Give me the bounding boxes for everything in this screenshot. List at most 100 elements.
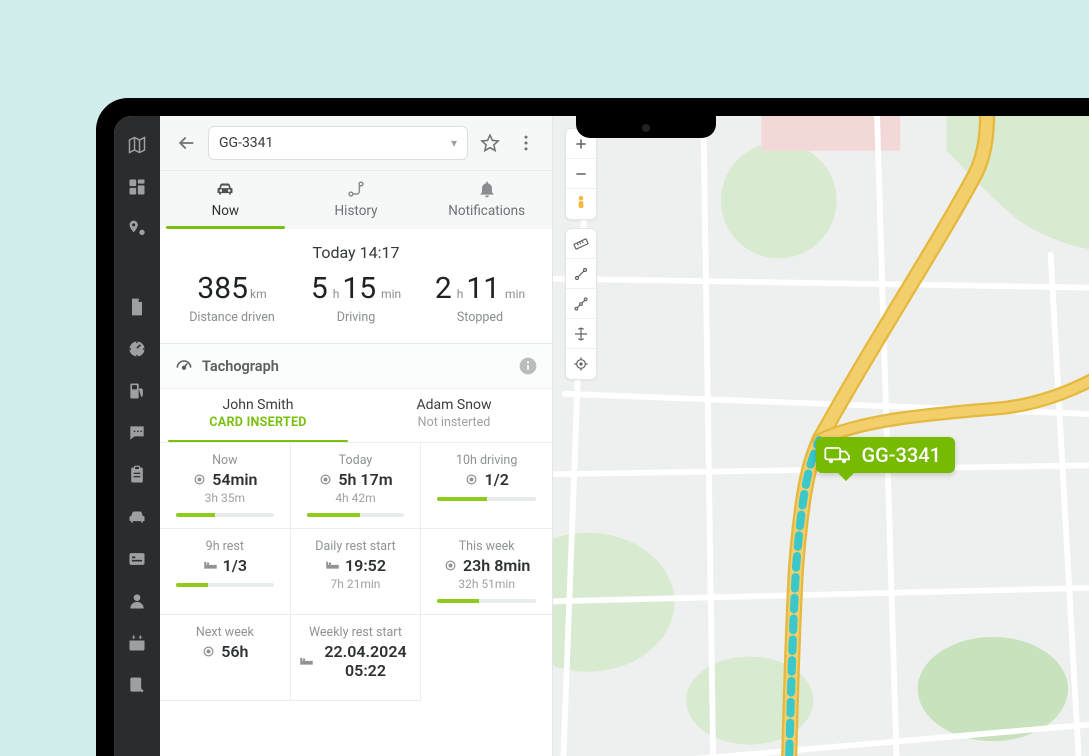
progress-bar xyxy=(307,513,405,517)
kebab-menu-button[interactable] xyxy=(512,129,540,157)
tacho-cell-value: 56h xyxy=(201,642,248,661)
tacho-cell-label: Daily rest start xyxy=(315,539,395,554)
tacho-cell-value: 22.04.2024 05:22 xyxy=(299,642,413,680)
tacho-cell: Now 54min 3h 35m xyxy=(160,443,291,529)
today-title: Today 14:17 xyxy=(170,243,542,262)
metric-stopped-h: 2 xyxy=(435,271,452,306)
metric-driving-m: 15 xyxy=(342,271,376,306)
screen: GG-3341 ▾ Now History xyxy=(114,116,1089,756)
link-route-icon[interactable] xyxy=(566,259,596,289)
tacho-cell-label: Weekly rest start xyxy=(309,625,402,640)
location-pins-icon[interactable] xyxy=(126,218,148,240)
tacho-cell-label: Next week xyxy=(196,625,254,640)
tacho-cell-tertiary: 7h 21min xyxy=(331,577,381,591)
info-icon[interactable] xyxy=(518,356,538,376)
target-icon xyxy=(192,472,207,487)
tacho-cell-label: 9h rest xyxy=(206,539,244,554)
tacho-cell-value: 19:52 xyxy=(325,556,386,575)
dashboard-icon[interactable] xyxy=(126,176,148,198)
waypoints-icon[interactable] xyxy=(566,289,596,319)
chat-icon[interactable] xyxy=(126,422,148,444)
tacho-cell-value: 5h 17m xyxy=(318,470,392,489)
map-icon[interactable] xyxy=(126,134,148,156)
map-zoom-toolbar xyxy=(565,128,597,220)
chevron-down-icon: ▾ xyxy=(451,136,457,150)
tab-notifications[interactable]: Notifications xyxy=(421,171,552,229)
driver-name: Adam Snow xyxy=(362,397,546,413)
vehicle-select[interactable]: GG-3341 ▾ xyxy=(208,126,468,160)
tacho-cell-tertiary: 4h 42m xyxy=(335,491,375,505)
tab-now-label: Now xyxy=(212,203,239,219)
detail-panel: GG-3341 ▾ Now History xyxy=(160,116,553,756)
edit-icon[interactable] xyxy=(126,674,148,696)
user-icon[interactable] xyxy=(126,590,148,612)
truck-icon xyxy=(824,444,852,466)
progress-bar xyxy=(176,513,274,517)
target-icon xyxy=(201,644,216,659)
form-icon[interactable] xyxy=(126,548,148,570)
metric-distance: 385km Distance driven xyxy=(177,274,287,325)
tachograph-grid: Now 54min 3h 35m Today 5h 17m 4h 42m 10h drivi… xyxy=(160,442,552,701)
tacho-cell: Next week 56h xyxy=(160,615,291,701)
favorite-button[interactable] xyxy=(476,129,504,157)
rest-icon xyxy=(299,654,314,669)
clipboard-icon[interactable] xyxy=(126,464,148,486)
pegman-icon[interactable] xyxy=(566,189,596,219)
today-summary: Today 14:17 385km Distance driven 5 h 15… xyxy=(160,229,552,344)
progress-bar xyxy=(437,599,536,603)
tacho-cell-label: 10h driving xyxy=(456,453,517,468)
tacho-cell-value: 1/3 xyxy=(203,556,247,575)
metric-stopped-label: Stopped xyxy=(425,310,535,325)
tacho-cell-label: Today xyxy=(339,453,373,468)
fit-bounds-icon[interactable] xyxy=(566,319,596,349)
driver-tab[interactable]: Adam Snow Not insterted xyxy=(356,389,552,442)
tacho-cell-tertiary: 32h 51min xyxy=(458,577,515,591)
tachograph-header: Tachograph xyxy=(160,344,552,389)
tacho-cell: This week23h 8min32h 51min xyxy=(421,529,552,615)
target-icon xyxy=(464,472,479,487)
tacho-cell: 9h rest 1/3 xyxy=(160,529,291,615)
metric-driving-label: Driving xyxy=(301,310,411,325)
tacho-cell-tertiary: 3h 35m xyxy=(205,491,245,505)
drivers-row: John Smith CARD INSERTED Adam Snow Not inst… xyxy=(160,389,552,442)
progress-bar xyxy=(176,583,274,587)
tacho-cell: Weekly rest start 22.04.2024 05:22 xyxy=(291,615,422,701)
map-area[interactable]: GG-3341 xyxy=(553,116,1089,756)
route-icon xyxy=(346,179,366,199)
left-nav xyxy=(114,116,160,756)
metric-distance-label: Distance driven xyxy=(177,310,287,325)
locate-icon[interactable] xyxy=(566,349,596,379)
fuel-icon[interactable] xyxy=(126,380,148,402)
tacho-cell-value: 23h 8min xyxy=(443,556,530,575)
driver-name: John Smith xyxy=(166,397,350,413)
driver-status: Not insterted xyxy=(362,415,546,430)
tacho-cell-value: 54min xyxy=(192,470,257,489)
target-icon xyxy=(318,472,333,487)
tacho-cell: 10h driving1/2 xyxy=(421,443,552,529)
back-button[interactable] xyxy=(172,129,200,157)
panel-header: GG-3341 ▾ xyxy=(160,116,552,171)
tachograph-title: Tachograph xyxy=(202,358,279,375)
metric-distance-value: 385 xyxy=(197,271,248,306)
vehicle-select-label: GG-3341 xyxy=(219,135,273,151)
driver-tab[interactable]: John Smith CARD INSERTED xyxy=(160,389,356,442)
metric-stopped: 2 h 11 min Stopped xyxy=(425,274,535,325)
map-tools-toolbar xyxy=(565,228,597,380)
zoom-out-button[interactable] xyxy=(566,159,596,189)
vehicle-icon[interactable] xyxy=(126,506,148,528)
tacho-cell: Today 5h 17m 4h 42m xyxy=(291,443,422,529)
ruler-icon[interactable] xyxy=(566,229,596,259)
device-notch xyxy=(576,116,716,138)
gear-alert-icon[interactable] xyxy=(126,338,148,360)
tab-history[interactable]: History xyxy=(291,171,422,229)
vehicle-badge[interactable]: GG-3341 xyxy=(816,437,956,473)
driver-status: CARD INSERTED xyxy=(166,415,350,430)
rest-icon xyxy=(203,558,218,573)
progress-bar xyxy=(437,497,536,501)
tacho-cell: Daily rest start 19:52 7h 21min xyxy=(291,529,422,615)
tab-now[interactable]: Now xyxy=(160,171,291,229)
document-icon[interactable] xyxy=(126,296,148,318)
tacho-cell-label: Now xyxy=(212,453,237,468)
calendar-icon[interactable] xyxy=(126,632,148,654)
car-icon xyxy=(215,179,235,199)
